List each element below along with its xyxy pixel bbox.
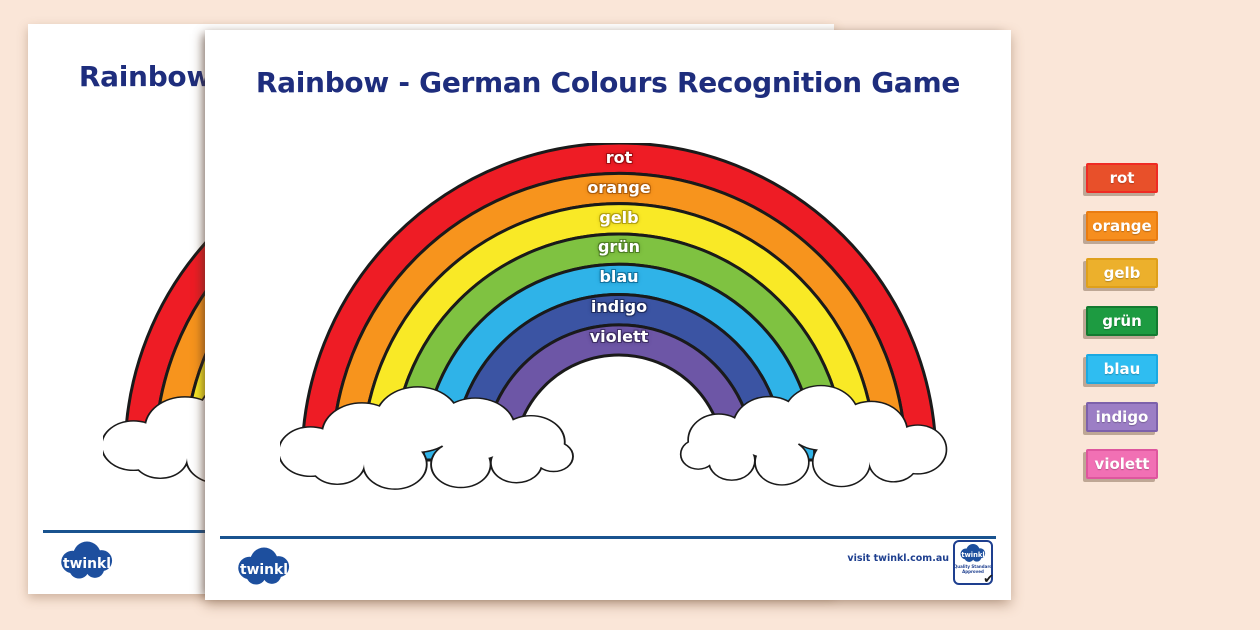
color-card-indigo[interactable]: indigo xyxy=(1086,402,1158,432)
twinkl-cloud-icon: twinkl xyxy=(61,541,113,579)
worksheet-page-front: Rainbow - German Colours Recognition Gam… xyxy=(205,30,1011,600)
twinkl-logo: twinkl xyxy=(231,544,297,588)
color-card-grün[interactable]: grün xyxy=(1086,306,1158,336)
badge-line2: Approved xyxy=(962,569,984,574)
twinkl-logo-text: twinkl xyxy=(63,556,111,572)
cloud-left-icon xyxy=(280,386,574,490)
twinkl-logo: twinkl xyxy=(54,538,120,582)
color-card-gelb[interactable]: gelb xyxy=(1086,258,1158,288)
badge-cloud-icon: twinkl xyxy=(960,544,986,562)
visit-link[interactable]: visit twinkl.com.au xyxy=(847,553,949,564)
page-title: Rainbow - German Colours Recognition Gam… xyxy=(255,66,961,99)
badge-line1: Quality Standard xyxy=(953,564,993,569)
rainbow-svg xyxy=(280,143,948,490)
footer-divider xyxy=(220,536,996,539)
badge-logo-text: twinkl xyxy=(961,551,984,559)
badge-check-icon: ✔ xyxy=(983,572,994,587)
twinkl-cloud-icon: twinkl xyxy=(238,547,290,585)
cloud-right-icon xyxy=(679,384,948,488)
color-card-orange[interactable]: orange xyxy=(1086,211,1158,241)
twinkl-logo-text: twinkl xyxy=(240,562,288,578)
color-card-violett[interactable]: violett xyxy=(1086,449,1158,479)
color-card-rot[interactable]: rot xyxy=(1086,163,1158,193)
quality-badge: twinkl Quality Standard Approved ✔ xyxy=(953,540,994,587)
color-card-blau[interactable]: blau xyxy=(1086,354,1158,384)
